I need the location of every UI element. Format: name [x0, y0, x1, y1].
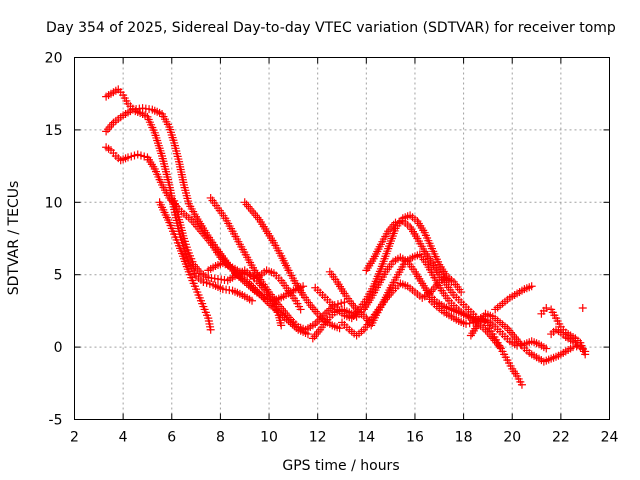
data-point [340, 298, 349, 307]
x-tick-label: 4 [119, 430, 128, 446]
data-point-interp [315, 315, 324, 324]
data-point [296, 305, 305, 314]
data-point [496, 343, 505, 352]
data-point-interp [349, 301, 358, 310]
data-point-interp [507, 328, 516, 337]
data-point [578, 304, 587, 313]
data-points [102, 85, 590, 389]
data-point-interp [244, 202, 253, 211]
data-point [335, 324, 344, 333]
data-point [248, 206, 257, 215]
series-arc-15 [466, 309, 585, 366]
y-tick-label: 5 [54, 268, 63, 284]
data-point-interp [324, 306, 333, 315]
y-tick-label: 10 [45, 195, 63, 211]
data-point-interp [314, 327, 323, 336]
series-arc-4 [155, 198, 215, 334]
data-point-interp [246, 204, 255, 213]
series-arc-14 [425, 295, 551, 353]
x-tick-label: 14 [357, 430, 375, 446]
series-arc-8 [240, 198, 344, 333]
data-point-interp [259, 293, 268, 302]
data-point-interp [308, 303, 317, 312]
data-point-interp [326, 304, 335, 313]
data-point-interp [107, 120, 116, 129]
series-arc-12 [338, 273, 456, 340]
data-point-interp [465, 319, 474, 328]
data-point [320, 309, 329, 318]
data-point-interp [242, 200, 251, 209]
y-tick-label: -5 [49, 413, 63, 429]
data-point [248, 296, 257, 305]
data-point-interp [395, 217, 404, 226]
y-axis-label: SDTVAR / TECUs [6, 181, 22, 296]
data-point-interp [105, 123, 114, 132]
data-point-interp [251, 285, 260, 294]
x-tick-label: 12 [309, 430, 327, 446]
series-arc-16 [483, 321, 526, 389]
y-tick-label: 20 [45, 51, 63, 67]
x-tick-label: 18 [455, 430, 473, 446]
series-arc-9 [311, 211, 466, 323]
data-point-interp [572, 342, 581, 351]
data-point-interp [251, 211, 260, 220]
data-point [277, 321, 286, 330]
y-tick-label: 15 [45, 123, 63, 139]
data-point-interp [312, 330, 321, 339]
x-tick-label: 2 [70, 430, 79, 446]
x-tick-label: 20 [503, 430, 521, 446]
data-point-interp [310, 305, 319, 314]
data-point-interp [103, 125, 112, 134]
data-point-interp [322, 308, 331, 317]
data-point [206, 325, 215, 334]
data-point-interp [313, 317, 322, 326]
data-point [308, 334, 317, 343]
data-point [447, 277, 456, 286]
data-point-interp [249, 283, 258, 292]
data-point-interp [351, 304, 360, 313]
data-point [527, 282, 536, 291]
series-outlier [578, 304, 587, 313]
data-point [391, 218, 400, 227]
x-tick-label: 10 [260, 430, 278, 446]
data-point-interp [311, 307, 320, 316]
data-point-interp [253, 287, 262, 296]
data-point [255, 289, 264, 298]
series-arc-13 [362, 217, 480, 321]
data-point [216, 253, 225, 262]
data-point [245, 279, 254, 288]
chart-title: Day 354 of 2025, Sidereal Day-to-day VTE… [46, 20, 616, 36]
series-arc-11 [325, 250, 505, 352]
data-point [581, 347, 590, 356]
series-arc-17 [491, 282, 536, 314]
y-tick-label: 0 [54, 340, 63, 356]
data-point-interp [249, 209, 258, 218]
data-point-interp [512, 335, 521, 344]
data-point-interp [257, 291, 266, 300]
series-arc-19 [547, 325, 590, 356]
data-point [542, 304, 551, 313]
data-point [517, 380, 526, 389]
data-point [542, 344, 551, 353]
plot-frame [74, 57, 610, 420]
data-point [102, 127, 111, 136]
data-point-interp [247, 281, 256, 290]
data-point-interp [429, 285, 438, 294]
data-point [462, 319, 471, 328]
x-tick-label: 22 [552, 430, 570, 446]
x-tick-label: 16 [406, 430, 424, 446]
x-tick-label: 6 [167, 430, 176, 446]
x-tick-label: 8 [216, 430, 225, 446]
x-tick-label: 24 [601, 430, 619, 446]
data-point [457, 288, 466, 297]
data-point [240, 198, 249, 207]
series-arc-6 [204, 259, 305, 314]
x-axis-label: GPS time / hours [282, 458, 399, 474]
data-point [311, 319, 320, 328]
